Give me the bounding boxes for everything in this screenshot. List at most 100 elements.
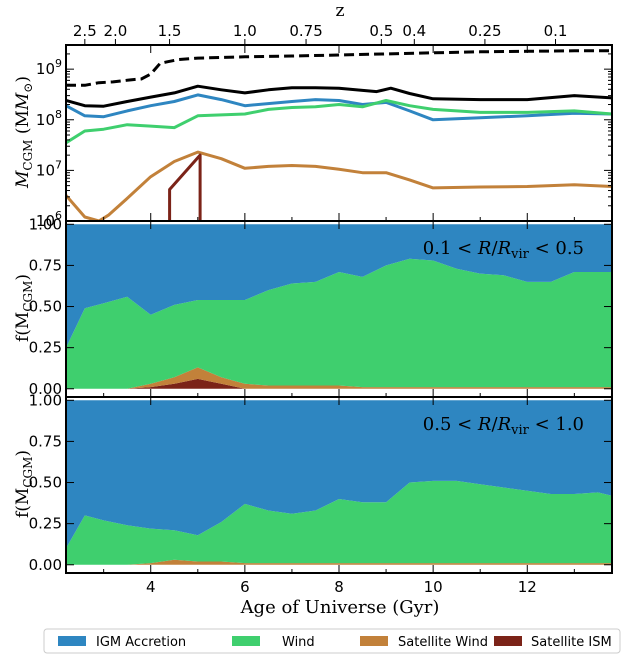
panel1-ytick-label-2: 0.50 bbox=[29, 298, 62, 316]
panel0-frame bbox=[65, 44, 613, 222]
panel0-ylabel-sub: CGM bbox=[21, 140, 35, 171]
panel1-ann-r2: R bbox=[497, 238, 512, 259]
panel2-ytick-label-3: 0.75 bbox=[29, 432, 62, 450]
panel1-ytick-label-3: 0.75 bbox=[29, 256, 62, 274]
panel2-ytick-label-0: 0.00 bbox=[29, 556, 62, 574]
panel1-ylabel-sub: CGM bbox=[21, 281, 35, 312]
series-line-wind bbox=[66, 99, 612, 145]
panel0-ylabel-unit: (M bbox=[13, 110, 33, 139]
panel2-ylabel-close: ) bbox=[13, 450, 33, 457]
panel0-ytick-label-2: 108 bbox=[36, 108, 62, 129]
x-tick-label-3: 10 bbox=[424, 578, 443, 596]
panel1-annotation: 0.1 < R/Rvir < 0.5 bbox=[423, 238, 584, 262]
panel1-ann-r1: R bbox=[477, 238, 492, 259]
z-tick-label-1-5: 1.5 bbox=[158, 22, 182, 40]
area-wind-panel2 bbox=[66, 480, 612, 565]
area-satellite-wind-panel2 bbox=[66, 559, 612, 565]
x-tick-label-1: 6 bbox=[240, 578, 250, 596]
legend-entry-satellite-ism: Satellite ISM bbox=[494, 635, 612, 650]
panel1-ann-b: < 0.5 bbox=[529, 238, 584, 259]
legend-swatch-satellite-ism bbox=[494, 636, 522, 646]
panel2-ann-vir: vir bbox=[510, 423, 530, 438]
panel0-ytick-exp-3: 9 bbox=[55, 57, 62, 70]
legend-entry-igm-accretion: IGM Accretion bbox=[58, 635, 186, 650]
panel0-ytick-exp-0: 6 bbox=[55, 209, 62, 222]
area-igm-accretion-panel1 bbox=[66, 224, 612, 348]
legend-frame bbox=[43, 628, 621, 654]
x-tick-label-0: 4 bbox=[146, 578, 156, 596]
panel0-ytick-base-2: 10 bbox=[36, 111, 55, 129]
series-line-satellite-ism bbox=[168, 153, 202, 221]
panel2-annotation: 0.5 < R/Rvir < 1.0 bbox=[423, 414, 584, 438]
area-wind-panel1 bbox=[66, 258, 612, 389]
z-tick-label-0-5: 0.5 bbox=[369, 22, 393, 40]
panel2-ann-r2: R bbox=[497, 414, 512, 435]
panel1-ytick-label-4: 1.00 bbox=[29, 215, 62, 233]
legend-swatch-satellite-wind bbox=[360, 636, 388, 646]
series-line-total bbox=[66, 84, 612, 108]
panel2-areas bbox=[66, 400, 612, 565]
panel0-ylabel-close: ) bbox=[13, 76, 33, 83]
panel-fraction-outer: 0.00 0.25 0.50 0.75 1.00 bbox=[29, 391, 613, 574]
panel2-ylabel-main: f(M bbox=[13, 488, 33, 518]
legend-swatch-igm-accretion bbox=[58, 636, 86, 646]
legend-entry-wind: Wind bbox=[232, 635, 315, 650]
panel0-ytick-label-1: 107 bbox=[36, 158, 62, 179]
panel2-ytick-label-2: 0.50 bbox=[29, 474, 62, 492]
top-axis: 2.5 2.0 1.5 1.0 0.75 0.5 0.4 0.25 0.1 bbox=[73, 22, 568, 45]
z-tick-label-0-4: 0.4 bbox=[402, 22, 426, 40]
panel1-ann-slash: / bbox=[491, 238, 498, 259]
legend-label-igm-accretion: IGM Accretion bbox=[96, 635, 186, 650]
legend-label-satellite-ism: Satellite ISM bbox=[531, 635, 612, 650]
panel0-ytick-base-0: 10 bbox=[36, 212, 55, 230]
panel2-ann-b: < 1.0 bbox=[529, 414, 584, 435]
z-tick-label-0-25: 0.25 bbox=[468, 22, 501, 40]
panel0-ytick-base-3: 10 bbox=[36, 60, 55, 78]
panel2-ylabel-sub: CGM bbox=[21, 457, 35, 488]
panel0-ytick-label-3: 109 bbox=[36, 57, 62, 78]
x-tick-label-4: 12 bbox=[518, 578, 537, 596]
panel1-ytick-label-0: 0.00 bbox=[29, 380, 62, 398]
x-axis-label: Age of Universe (Gyr) bbox=[240, 597, 440, 618]
area-igm-accretion-panel2 bbox=[66, 400, 612, 549]
panel1-ann-vir: vir bbox=[510, 247, 530, 262]
panel1-ylabel-main: f(M bbox=[13, 312, 33, 342]
panel2-ann-a: 0.5 < bbox=[423, 414, 478, 435]
area-satellite-wind-panel1 bbox=[66, 367, 612, 389]
z-tick-label-0-75: 0.75 bbox=[289, 22, 322, 40]
legend-entry-satellite-wind: Satellite Wind bbox=[360, 635, 488, 650]
z-tick-label-2-5: 2.5 bbox=[73, 22, 97, 40]
panel0-ytick-base-1: 10 bbox=[36, 161, 55, 179]
panel2-ylabel: f(MCGM) bbox=[13, 450, 35, 518]
panel-fraction-inner: 0.00 0.25 0.50 0.75 1.00 bbox=[29, 215, 613, 398]
z-tick-label-1-0: 1.0 bbox=[233, 22, 257, 40]
panel1-ylabel: f(MCGM) bbox=[13, 274, 35, 342]
legend-swatch-wind bbox=[232, 636, 260, 646]
panel2-ann-r1: R bbox=[477, 414, 492, 435]
area-satellite-ism-panel1 bbox=[66, 378, 612, 389]
panel2-ytick-label-4: 1.00 bbox=[29, 391, 62, 409]
legend: IGM Accretion Wind Satellite Wind Satell… bbox=[43, 628, 621, 654]
panel0-ylabel-main: M bbox=[13, 170, 33, 189]
series-line-igm-accretion bbox=[66, 93, 612, 122]
x-tick-label-2: 8 bbox=[334, 578, 344, 596]
panel1-ylabel-close: ) bbox=[13, 274, 33, 281]
panel2-ann-slash: / bbox=[491, 414, 498, 435]
panel1-ytick-label-1: 0.25 bbox=[29, 339, 62, 357]
panel0-ylabel-sun: ⊙ bbox=[21, 83, 35, 93]
panel0-ylabel-unit-m: M bbox=[13, 92, 33, 111]
panel2-ytick-label-1: 0.25 bbox=[29, 515, 62, 533]
top-axis-label: z bbox=[336, 1, 345, 21]
z-tick-label-2-0: 2.0 bbox=[103, 22, 127, 40]
series-line-satellite-wind bbox=[66, 150, 612, 221]
legend-label-satellite-wind: Satellite Wind bbox=[398, 635, 488, 650]
panel0-ytick-exp-2: 8 bbox=[55, 108, 62, 121]
z-tick-label-0-1: 0.1 bbox=[544, 22, 568, 40]
panel0-ytick-label-0: 106 bbox=[36, 209, 62, 230]
series-line-total-dashed bbox=[66, 49, 612, 87]
panel0-series bbox=[66, 49, 612, 221]
legend-label-wind: Wind bbox=[282, 635, 315, 650]
panel0-ylabel: MCGM (MM⊙) bbox=[13, 76, 35, 189]
